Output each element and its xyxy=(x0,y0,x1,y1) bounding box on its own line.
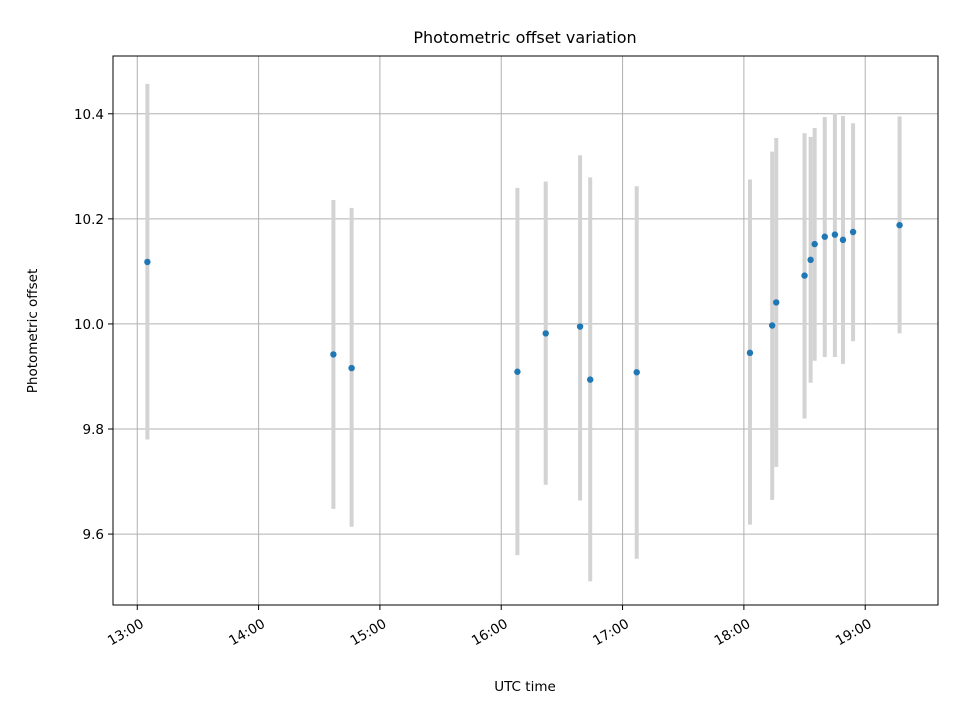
x-axis: 13:00 14:00 15:00 16:00 17:00 18:00 19:00 xyxy=(105,605,875,649)
y-axis-label: Photometric offset xyxy=(25,269,41,393)
y-tick-label: 10.2 xyxy=(74,212,104,228)
data-point xyxy=(542,330,549,337)
x-tick-label: 16:00 xyxy=(469,616,511,649)
data-point xyxy=(576,323,584,330)
data-points xyxy=(144,221,903,383)
x-tick-label: 18:00 xyxy=(712,616,754,649)
data-point xyxy=(746,349,754,357)
grid xyxy=(113,56,938,605)
data-point xyxy=(633,369,640,376)
data-point xyxy=(768,322,776,329)
data-point xyxy=(807,256,814,264)
data-point xyxy=(144,258,151,266)
y-tick-label: 10.0 xyxy=(74,317,104,333)
data-point xyxy=(587,376,594,383)
x-tick-label: 14:00 xyxy=(226,616,268,649)
data-point xyxy=(839,236,847,244)
x-tick-label: 13:00 xyxy=(105,616,147,649)
y-tick-label: 9.8 xyxy=(83,422,104,438)
y-tick-label: 9.6 xyxy=(83,527,104,543)
data-point xyxy=(811,240,818,248)
data-point xyxy=(831,231,839,238)
data-point xyxy=(821,233,828,240)
data-point xyxy=(514,368,521,375)
chart-title: Photometric offset variation xyxy=(413,28,636,47)
errorbars xyxy=(145,83,902,582)
x-axis-label: UTC time xyxy=(494,679,556,695)
data-point xyxy=(773,299,780,306)
x-tick-label: 19:00 xyxy=(833,616,875,649)
data-point xyxy=(330,351,337,358)
y-axis: 9.6 9.8 10.0 10.2 10.4 xyxy=(74,107,113,543)
data-point xyxy=(849,228,857,236)
plot-frame xyxy=(112,55,939,606)
x-tick-label: 15:00 xyxy=(348,616,390,649)
y-tick-label: 10.4 xyxy=(74,107,104,123)
data-point xyxy=(896,221,903,229)
data-point xyxy=(801,272,808,279)
x-tick-label: 17:00 xyxy=(590,616,632,649)
data-point xyxy=(348,364,355,372)
